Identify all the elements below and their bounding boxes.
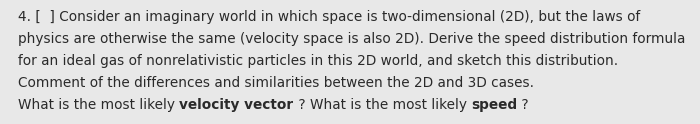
Text: for an ideal gas of nonrelativistic particles in this 2D world, and sketch this : for an ideal gas of nonrelativistic part…	[18, 54, 618, 68]
Text: physics are otherwise the same (velocity space is also 2D). Derive the speed dis: physics are otherwise the same (velocity…	[18, 32, 685, 46]
Text: What is the most likely: What is the most likely	[18, 98, 179, 112]
Text: ?: ?	[517, 98, 528, 112]
Text: Comment of the differences and similarities between the 2D and 3D cases.: Comment of the differences and similarit…	[18, 76, 534, 90]
Text: ? What is the most likely: ? What is the most likely	[293, 98, 471, 112]
Text: velocity vector: velocity vector	[179, 98, 293, 112]
Text: 4. [  ] Consider an imaginary world in which space is two-dimensional (2D), but : 4. [ ] Consider an imaginary world in wh…	[18, 10, 640, 24]
Text: speed: speed	[471, 98, 517, 112]
